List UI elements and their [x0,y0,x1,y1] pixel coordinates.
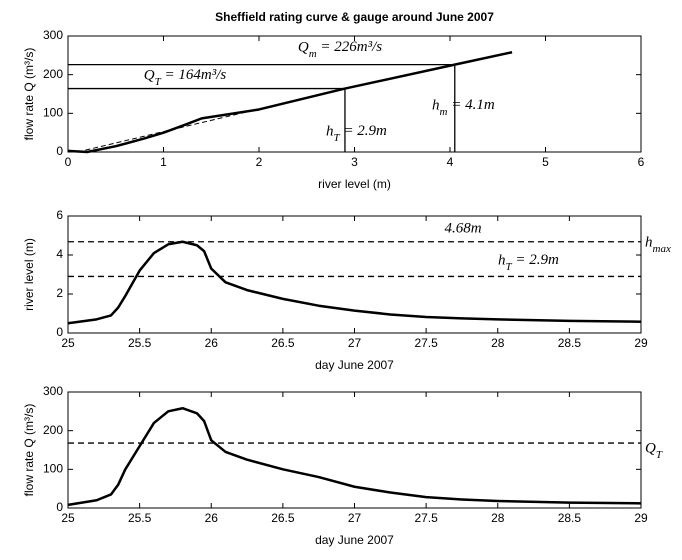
x-tick-label: 4 [447,155,454,169]
annotation: hT = 2.9m [498,252,559,272]
x-tick-label: 25.5 [128,336,152,350]
x-tick-label: 29 [634,511,648,525]
x-tick-label: 28.5 [558,336,582,350]
x-tick-label: 0 [65,155,72,169]
x-tick-label: 27 [348,511,362,525]
x-tick-label: 25 [61,336,75,350]
annotation: Qm = 226m³/s [298,39,382,59]
x-tick-label: 25.5 [128,511,152,525]
x-tick-label: 27.5 [414,511,438,525]
series-line [67,51,513,154]
plot-frame [67,35,642,153]
x-tick-label: 26 [205,511,219,525]
y-tick-label: 300 [43,384,63,398]
chart-title: Sheffield rating curve & gauge around Ju… [215,10,494,24]
plot-frame [67,391,642,509]
x-tick-label: 28.5 [558,511,582,525]
y-tick-label: 100 [43,462,63,476]
y-axis-label: river level (m) [22,238,36,311]
y-tick-label: 0 [56,325,63,339]
x-tick-label: 25 [61,511,75,525]
series-line [77,88,346,153]
x-axis-label: day June 2007 [315,358,394,372]
y-tick-label: 200 [43,67,63,81]
y-tick-label: 6 [56,208,63,222]
x-tick-label: 28 [491,511,505,525]
y-tick-label: 2 [56,286,63,300]
annotation: hm = 4.1m [432,97,495,117]
plot-area [68,216,641,333]
x-tick-label: 26.5 [271,336,295,350]
series-line [67,240,642,325]
x-tick-label: 3 [351,155,358,169]
x-tick-label: 1 [160,155,167,169]
x-tick-label: 6 [638,155,645,169]
x-tick-label: 26 [205,336,219,350]
y-tick-label: 100 [43,106,63,120]
x-axis-label: river level (m) [318,177,391,191]
y-tick-label: 0 [56,144,63,158]
x-tick-label: 27 [348,336,362,350]
annotation: hT = 2.9m [326,123,387,143]
annotation: QT [645,440,663,460]
x-axis-label: day June 2007 [315,533,394,547]
annotation: 4.68m [444,220,481,236]
x-tick-label: 2 [256,155,263,169]
x-tick-label: 5 [542,155,549,169]
x-tick-label: 26.5 [271,511,295,525]
series-line [67,406,642,507]
x-tick-label: 27.5 [414,336,438,350]
x-tick-label: 29 [634,336,648,350]
y-tick-label: 200 [43,423,63,437]
annotation: hmax [645,234,671,254]
x-tick-label: 28 [491,336,505,350]
plot-frame [67,215,642,334]
y-axis-label: flow rate Q (m³/s) [22,48,36,141]
y-tick-label: 4 [56,247,63,261]
y-tick-label: 300 [43,28,63,42]
y-axis-label: flow rate Q (m³/s) [22,404,36,497]
plot-area [68,392,641,508]
annotation: QT = 164m³/s [144,67,227,87]
y-tick-label: 0 [56,500,63,514]
